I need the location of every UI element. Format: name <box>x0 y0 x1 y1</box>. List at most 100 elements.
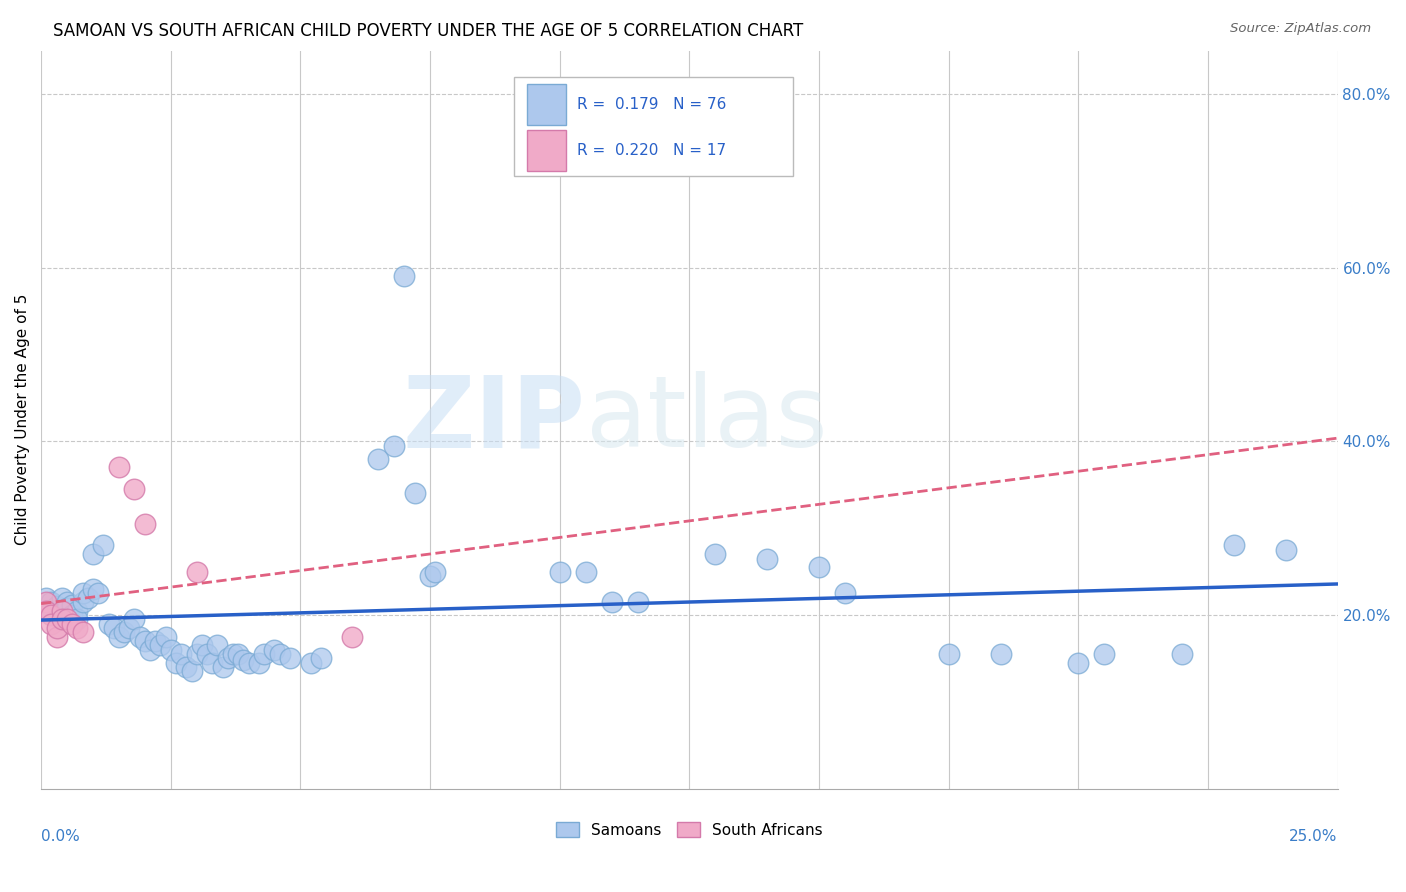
Point <box>51 612 73 626</box>
Point <box>82 547 104 561</box>
Point <box>382 439 405 453</box>
Point <box>103 621 125 635</box>
Point <box>60 607 83 622</box>
Point <box>124 612 146 626</box>
Point <box>72 625 94 640</box>
Point <box>159 642 181 657</box>
Point <box>704 547 727 561</box>
Point <box>938 647 960 661</box>
Point <box>1067 656 1090 670</box>
Point <box>165 656 187 670</box>
Point <box>1092 647 1115 661</box>
Point <box>756 551 779 566</box>
Y-axis label: Child Poverty Under the Age of 5: Child Poverty Under the Age of 5 <box>15 294 30 545</box>
Point <box>87 586 110 600</box>
Point <box>45 599 67 614</box>
Point <box>108 630 131 644</box>
Point <box>97 616 120 631</box>
Point <box>108 460 131 475</box>
Point <box>149 638 172 652</box>
Point <box>51 591 73 605</box>
Point <box>1223 539 1246 553</box>
Point <box>299 656 322 670</box>
Point <box>134 516 156 531</box>
Point <box>1274 542 1296 557</box>
Point <box>66 621 89 635</box>
Legend: Samoans, South Africans: Samoans, South Africans <box>550 815 828 844</box>
Point <box>180 665 202 679</box>
Point <box>238 656 260 670</box>
Point <box>309 651 332 665</box>
Point <box>419 569 441 583</box>
Point <box>253 647 276 661</box>
Point <box>41 604 63 618</box>
Point <box>51 604 73 618</box>
Text: Source: ZipAtlas.com: Source: ZipAtlas.com <box>1230 22 1371 36</box>
Point <box>201 656 224 670</box>
Point <box>35 604 58 618</box>
Point <box>211 660 233 674</box>
Point <box>575 565 598 579</box>
Point <box>56 612 79 626</box>
Text: R =  0.220   N = 17: R = 0.220 N = 17 <box>576 143 725 158</box>
Point <box>139 642 162 657</box>
Point <box>82 582 104 596</box>
Point <box>128 630 150 644</box>
Point <box>247 656 270 670</box>
Point <box>35 591 58 605</box>
Point <box>56 601 79 615</box>
Point <box>425 565 447 579</box>
Point <box>170 647 193 661</box>
Point <box>155 630 177 644</box>
Point <box>118 621 141 635</box>
Point <box>1171 647 1194 661</box>
Point <box>35 595 58 609</box>
Text: R =  0.179   N = 76: R = 0.179 N = 76 <box>576 97 725 112</box>
Point <box>76 591 98 605</box>
Point <box>217 651 239 665</box>
Point <box>41 607 63 622</box>
Point <box>45 630 67 644</box>
Text: SAMOAN VS SOUTH AFRICAN CHILD POVERTY UNDER THE AGE OF 5 CORRELATION CHART: SAMOAN VS SOUTH AFRICAN CHILD POVERTY UN… <box>53 22 804 40</box>
Point <box>195 647 218 661</box>
Point <box>269 647 291 661</box>
Point <box>124 482 146 496</box>
Point <box>60 616 83 631</box>
Point <box>392 269 415 284</box>
Point <box>600 595 623 609</box>
Point <box>72 586 94 600</box>
Point <box>342 630 364 644</box>
Point <box>626 595 648 609</box>
Point <box>191 638 214 652</box>
Point <box>222 647 245 661</box>
Point <box>834 586 856 600</box>
Point <box>232 653 254 667</box>
FancyBboxPatch shape <box>515 77 793 176</box>
Point <box>207 638 229 652</box>
FancyBboxPatch shape <box>527 84 567 125</box>
Point <box>134 634 156 648</box>
Point <box>45 621 67 635</box>
Point <box>808 560 831 574</box>
Text: 0.0%: 0.0% <box>41 830 80 844</box>
Point <box>176 660 198 674</box>
Text: 25.0%: 25.0% <box>1289 830 1337 844</box>
FancyBboxPatch shape <box>527 130 567 170</box>
Point <box>186 647 208 661</box>
Text: atlas: atlas <box>586 371 827 468</box>
Point <box>72 595 94 609</box>
Point <box>404 486 426 500</box>
Point <box>41 595 63 609</box>
Point <box>66 612 89 626</box>
Point <box>548 565 571 579</box>
Point <box>278 651 301 665</box>
Point <box>56 595 79 609</box>
Point <box>41 616 63 631</box>
Point <box>51 612 73 626</box>
Point <box>45 607 67 622</box>
Point <box>186 565 208 579</box>
Point <box>66 604 89 618</box>
Point <box>143 634 166 648</box>
Point <box>60 598 83 612</box>
Point <box>263 642 285 657</box>
